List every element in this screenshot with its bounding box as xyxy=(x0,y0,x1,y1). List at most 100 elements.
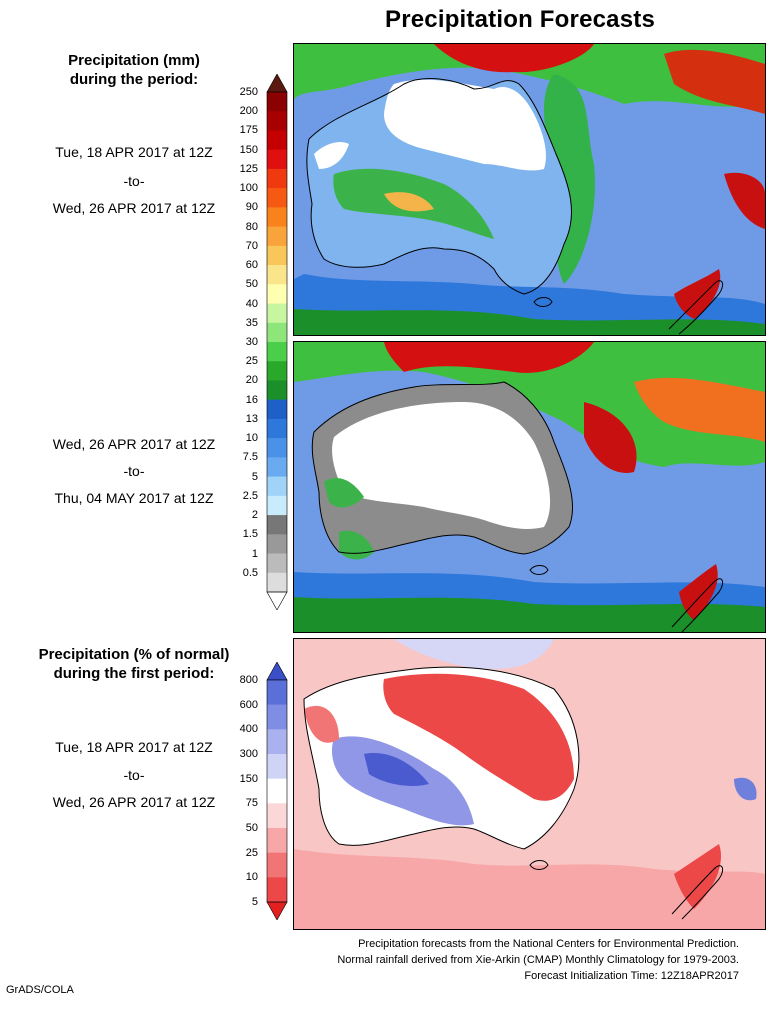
pct-colorbar-swatch xyxy=(267,704,287,730)
footer-notes: Precipitation forecasts from the Nationa… xyxy=(269,936,739,984)
mm-colorbar-top-arrow xyxy=(266,74,288,93)
mm-colorbar-swatch xyxy=(267,380,287,400)
mm-colorbar-tick-label: 5 xyxy=(251,470,258,483)
mm-colorbar-tick-label: 16 xyxy=(245,393,258,406)
mm-colorbar-swatch xyxy=(267,495,287,516)
pct-colorbar-tick-label: 300 xyxy=(239,748,258,760)
mm-colorbar-tick-label: 125 xyxy=(239,162,258,175)
period1-end: Wed, 26 APR 2017 at 12Z xyxy=(52,200,216,216)
mm-colorbar-swatch xyxy=(267,168,287,189)
mm-colorbar-tick-label: 0.5 xyxy=(242,566,258,579)
mm-colorbar-tick-label: 250 xyxy=(239,86,258,98)
period3-sep: -to- xyxy=(123,767,145,783)
mm-legend-title-line1: Precipitation (mm) xyxy=(68,52,200,69)
footer-line3: Forecast Initialization Time: 12Z18APR20… xyxy=(524,970,739,982)
pct-colorbar-tick-label: 600 xyxy=(239,698,258,711)
pct-colorbar-tick-label: 150 xyxy=(239,772,258,785)
map-period1-pct-normal xyxy=(293,638,766,930)
pct-colorbar-swatch xyxy=(267,754,287,779)
page-title: Precipitation Forecasts xyxy=(384,6,656,33)
period3-end: Wed, 26 APR 2017 at 12Z xyxy=(52,794,216,810)
footer-line2: Normal rainfall derived from Xie-Arkin (… xyxy=(337,954,739,966)
mm-colorbar-swatch xyxy=(267,572,287,593)
mm-colorbar-swatch xyxy=(267,303,287,324)
mm-colorbar-tick-label: 35 xyxy=(245,316,258,329)
mm-colorbar-swatch xyxy=(267,534,287,554)
mm-colorbar xyxy=(266,74,288,610)
mm-colorbar-swatch xyxy=(267,438,287,458)
mm-colorbar-tick-label: 90 xyxy=(245,201,258,214)
pct-legend-title-line1: Precipitation (% of normal) xyxy=(38,646,230,663)
pct-colorbar-top-arrow xyxy=(266,662,288,681)
pct-colorbar-swatch xyxy=(267,852,287,878)
pct-colorbar-tick-label: 400 xyxy=(239,723,258,736)
pct-colorbar-tick-label: 25 xyxy=(245,846,258,859)
period2-start: Wed, 26 APR 2017 at 12Z xyxy=(52,436,216,452)
mm-colorbar-swatch xyxy=(267,476,287,497)
mm-colorbar-swatch xyxy=(267,111,287,131)
mm-colorbar-swatch xyxy=(267,515,287,535)
mm-colorbar-swatch xyxy=(267,553,287,574)
mm-colorbar-tick-label: 2 xyxy=(251,509,258,522)
pct-colorbar-tick-label: 5 xyxy=(251,896,258,908)
mm-colorbar-tick-label: 10 xyxy=(245,432,258,445)
pct-legend-title: Precipitation (% of normal) during the f… xyxy=(14,645,254,683)
pct-colorbar-tick-label: 10 xyxy=(245,871,258,884)
pct-colorbar-swatch xyxy=(267,680,287,705)
mm-colorbar-swatch xyxy=(267,226,287,247)
pct-colorbar-swatch xyxy=(267,877,287,903)
mm-colorbar-swatch xyxy=(267,265,287,285)
mm-colorbar-tick-label: 200 xyxy=(239,105,258,118)
mm-colorbar-tick-label: 7.5 xyxy=(242,451,258,464)
mm-colorbar-tick-label: 60 xyxy=(245,259,258,272)
mm-colorbar-swatch xyxy=(267,418,287,439)
pct-colorbar-swatch xyxy=(267,729,287,755)
mm-colorbar-tick-label: 80 xyxy=(245,220,258,233)
mm-colorbar-tick-label: 175 xyxy=(239,124,258,137)
pct-colorbar-tick-label: 75 xyxy=(245,797,258,810)
pct-colorbar-tick-label: 50 xyxy=(245,822,258,834)
pct-colorbar-bottom-arrow xyxy=(266,901,288,920)
mm-colorbar-bottom-arrow xyxy=(266,591,288,610)
mm-colorbar-tick-label: 100 xyxy=(239,182,258,195)
period3-start: Tue, 18 APR 2017 at 12Z xyxy=(55,739,213,755)
mm-colorbar-swatch xyxy=(267,322,287,343)
mm-legend-title: Precipitation (mm) during the period: xyxy=(14,51,254,89)
period1-start: Tue, 18 APR 2017 at 12Z xyxy=(55,144,213,160)
pct-legend-title-line2: during the first period: xyxy=(53,665,215,682)
mm-colorbar-swatch xyxy=(267,207,287,227)
mm-colorbar-tick-label: 50 xyxy=(245,278,258,291)
mm-colorbar-swatch xyxy=(267,361,287,381)
mm-colorbar-swatch xyxy=(267,149,287,170)
period2-end: Thu, 04 MAY 2017 at 12Z xyxy=(54,490,214,506)
mm-colorbar-swatch xyxy=(267,245,287,266)
mm-colorbar-tick-label: 13 xyxy=(245,412,258,425)
mm-colorbar-tick-label: 30 xyxy=(245,336,258,348)
mm-colorbar-swatch xyxy=(267,130,287,150)
mm-colorbar-swatch xyxy=(267,188,287,208)
mm-colorbar-swatch xyxy=(267,284,287,304)
credit-text: GrADS/COLA xyxy=(6,984,74,996)
period2-sep: -to- xyxy=(123,463,145,479)
mm-colorbar-swatch xyxy=(267,342,287,362)
mm-colorbar-tick-label: 70 xyxy=(245,239,258,252)
map-period2-mm xyxy=(293,341,766,633)
pct-colorbar-swatch xyxy=(267,778,287,804)
pct-colorbar-swatch xyxy=(267,828,287,853)
footer-line1: Precipitation forecasts from the Nationa… xyxy=(358,938,739,950)
mm-colorbar-tick-label: 150 xyxy=(239,143,258,156)
mm-colorbar-swatch xyxy=(267,399,287,420)
mm-colorbar-tick-label: 40 xyxy=(245,297,258,310)
mm-colorbar-swatch xyxy=(267,457,287,477)
map-period1-mm xyxy=(293,43,766,336)
pct-colorbar-swatch xyxy=(267,803,287,829)
pct-colorbar xyxy=(266,662,288,920)
mm-colorbar-tick-label: 2.5 xyxy=(242,489,258,502)
mm-colorbar-tick-label: 1.5 xyxy=(242,528,258,541)
mm-colorbar-tick-label: 20 xyxy=(245,374,258,387)
mm-legend-title-line2: during the period: xyxy=(69,71,199,88)
pct-colorbar-tick-label: 800 xyxy=(239,674,258,686)
mm-colorbar-tick-label: 1 xyxy=(251,547,258,560)
mm-colorbar-swatch xyxy=(267,92,287,112)
period1-sep: -to- xyxy=(123,173,145,189)
